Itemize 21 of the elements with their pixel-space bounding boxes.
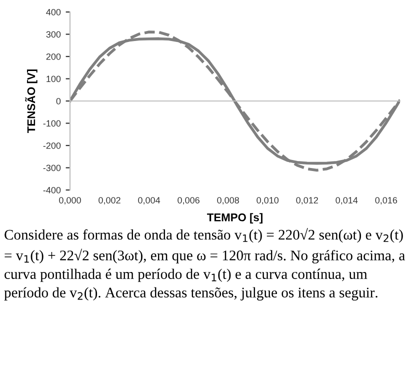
y-tick-label: -200 xyxy=(43,142,61,149)
x-axis-title: TEMPO [s] xyxy=(207,213,262,224)
x-tick-label: 0,000 xyxy=(59,197,81,205)
y-tick-label: 400 xyxy=(46,8,61,16)
y-tick-label: 100 xyxy=(46,76,61,82)
y-tick-label: -300 xyxy=(43,164,61,172)
y-tick-label: 300 xyxy=(46,31,61,38)
x-tick-label: 0,008 xyxy=(217,197,239,205)
y-axis-title: TENSÃO [V] xyxy=(25,70,38,133)
x-tick-label: 0,002 xyxy=(98,197,120,205)
x-tick-label: 0,014 xyxy=(336,197,358,205)
x-tick-label: 0,006 xyxy=(178,197,200,205)
x-tick-label: 0,004 xyxy=(138,197,160,205)
x-tick-label: 0,010 xyxy=(256,197,279,205)
x-tick-label: 0,016 xyxy=(375,197,398,205)
x-tick-label: 0,012 xyxy=(296,197,318,205)
y-tick-label: -100 xyxy=(43,120,61,127)
y-tick-label: -400 xyxy=(43,186,61,194)
text: Considere as formas de onda de tensão v$_{1}$(t) = 220√2 sen(ωt) e v$_{2}$(t) = v$_{1}$(t) + 22√2 sen(3ωt), em que ω = 120π rad/s. No gráfico acima, a curva pontilhada é um período de v$_{1}$(t) e a curva contínua, um período de v$_{2}$(t). Acerca dessas tensões, julgue os itens a seguir. xyxy=(4,228,405,300)
y-tick-label: 200 xyxy=(46,53,61,60)
y-tick-label: 0 xyxy=(56,98,61,104)
